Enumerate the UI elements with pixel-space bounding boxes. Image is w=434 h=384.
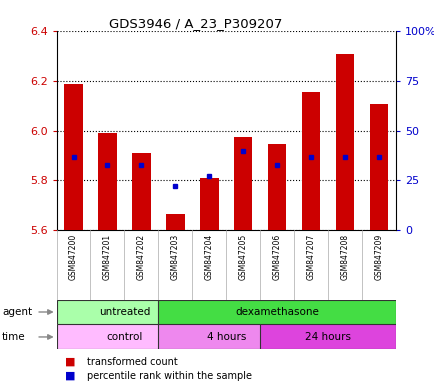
Bar [132,153,150,230]
Text: time: time [2,332,26,342]
Bar [158,324,293,349]
Text: 4 hours: 4 hours [206,332,245,342]
Text: transformed count: transformed count [87,357,178,367]
Bar [98,133,116,230]
Bar [56,300,192,324]
Text: GSM847200: GSM847200 [69,234,78,280]
Bar [301,92,319,230]
Text: GDS3946 / A_23_P309207: GDS3946 / A_23_P309207 [109,17,282,30]
Bar [158,300,395,324]
Text: ■: ■ [65,357,76,367]
Bar [200,178,218,230]
Text: 24 hours: 24 hours [304,332,350,342]
Text: GSM847208: GSM847208 [340,234,349,280]
Text: GSM847207: GSM847207 [306,234,315,280]
Text: GSM847205: GSM847205 [238,234,247,280]
Bar [267,144,286,230]
Bar [233,137,252,230]
Text: dexamethasone: dexamethasone [235,307,318,317]
Text: untreated: untreated [99,307,150,317]
Text: GSM847206: GSM847206 [272,234,281,280]
Text: GSM847204: GSM847204 [204,234,213,280]
Text: percentile rank within the sample: percentile rank within the sample [87,371,251,381]
Bar [64,84,82,230]
Bar [369,104,387,230]
Bar [166,214,184,230]
Bar [335,55,353,230]
Text: GSM847203: GSM847203 [171,234,179,280]
Text: GSM847202: GSM847202 [137,234,145,280]
Text: agent: agent [2,307,32,317]
Text: ■: ■ [65,371,76,381]
Bar [56,324,192,349]
Text: GSM847201: GSM847201 [103,234,112,280]
Text: GSM847209: GSM847209 [374,234,382,280]
Text: control: control [106,332,142,342]
Bar [260,324,395,349]
